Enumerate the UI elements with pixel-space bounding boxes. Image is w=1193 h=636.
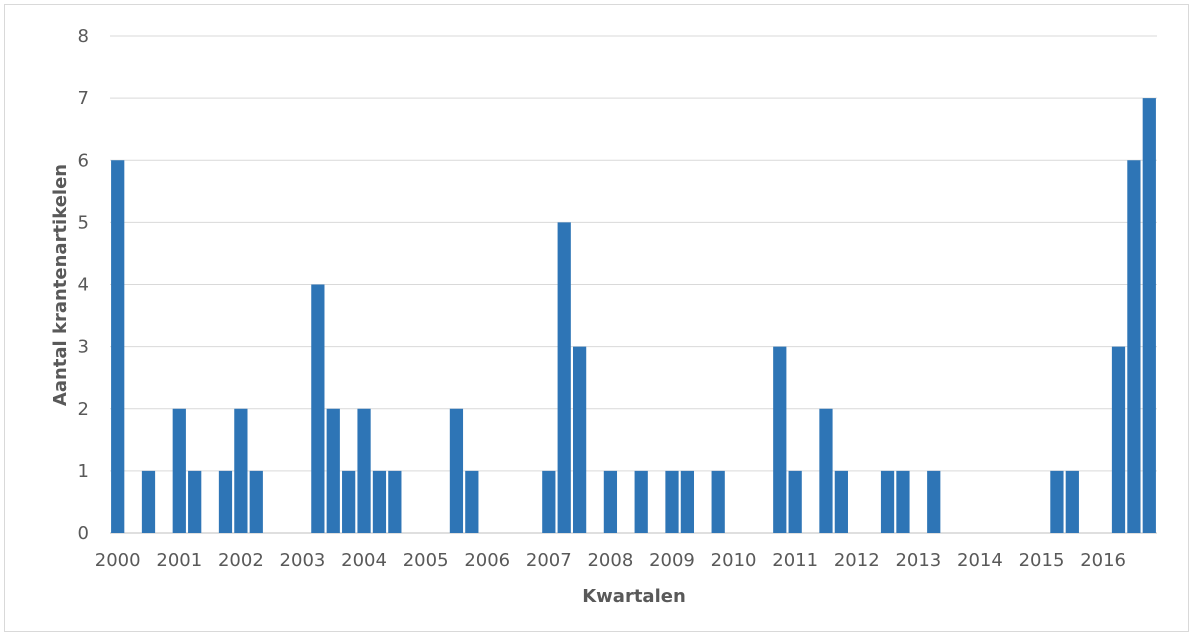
bar (172, 408, 186, 533)
bar (896, 470, 910, 533)
bar (665, 470, 679, 533)
x-tick-label: 2006 (464, 550, 510, 571)
x-axis-title: Kwartalen (582, 586, 686, 607)
x-tick-label: 2009 (649, 550, 695, 571)
bar (111, 160, 125, 533)
bar (680, 470, 695, 533)
y-tick-label: 5 (78, 212, 89, 233)
bar (141, 470, 156, 533)
bar (372, 470, 387, 533)
bar (234, 408, 248, 533)
bar (542, 470, 556, 533)
bar (788, 470, 802, 533)
bar (572, 346, 587, 533)
bar (218, 470, 233, 533)
y-tick-label: 1 (78, 461, 89, 482)
bar (388, 470, 402, 533)
x-tick-label: 2016 (1080, 550, 1126, 571)
y-axis-title: Aantal krantenartikelen (50, 164, 71, 406)
bar (603, 470, 618, 533)
x-tick-label: 2013 (895, 550, 941, 571)
x-tick-label: 2014 (957, 550, 1003, 571)
x-tick-label: 2015 (1019, 550, 1065, 571)
bar (634, 470, 648, 533)
bar (1065, 470, 1079, 533)
bars (111, 98, 1156, 533)
x-tick-label: 2000 (95, 550, 141, 571)
bar (773, 346, 787, 533)
x-tick-label: 2010 (711, 550, 757, 571)
bar (188, 470, 202, 533)
bar (927, 470, 941, 533)
y-tick-label: 2 (78, 399, 89, 420)
y-tick-label: 7 (78, 88, 89, 109)
bar (880, 470, 895, 533)
bar (711, 470, 725, 533)
bar (326, 408, 340, 533)
y-tick-label: 3 (78, 337, 89, 358)
y-tick-label: 8 (78, 26, 89, 47)
bar (1127, 160, 1141, 533)
x-tick-label: 2008 (587, 550, 633, 571)
bar (557, 222, 571, 533)
x-tick-label: 2004 (341, 550, 387, 571)
bar (449, 408, 464, 533)
bar (357, 408, 371, 533)
bar (1111, 346, 1126, 533)
x-tick-label: 2007 (526, 550, 572, 571)
x-tick-label: 2001 (156, 550, 202, 571)
bar (819, 408, 833, 533)
bar (1142, 98, 1156, 533)
y-tick-label: 4 (78, 275, 89, 296)
bar (342, 470, 356, 533)
chart-frame (4, 4, 1189, 632)
bar (465, 470, 479, 533)
bar (834, 470, 848, 533)
x-tick-label: 2005 (403, 550, 449, 571)
bar (1050, 470, 1064, 533)
bar (311, 284, 325, 533)
x-tick-label: 2002 (218, 550, 264, 571)
bar (249, 470, 263, 533)
x-tick-labels: 2000 2001 2002 2003 2004 2005 2006 2007 2008 2009… (95, 550, 1126, 571)
gridlines (110, 35, 1157, 534)
x-tick-label: 2011 (772, 550, 818, 571)
x-tick-label: 2012 (834, 550, 880, 571)
x-tick-label: 2003 (280, 550, 326, 571)
y-tick-label: 0 (78, 523, 89, 544)
y-tick-labels: 0 1 2 3 4 5 6 7 8 (78, 26, 89, 544)
y-tick-label: 6 (78, 150, 89, 171)
